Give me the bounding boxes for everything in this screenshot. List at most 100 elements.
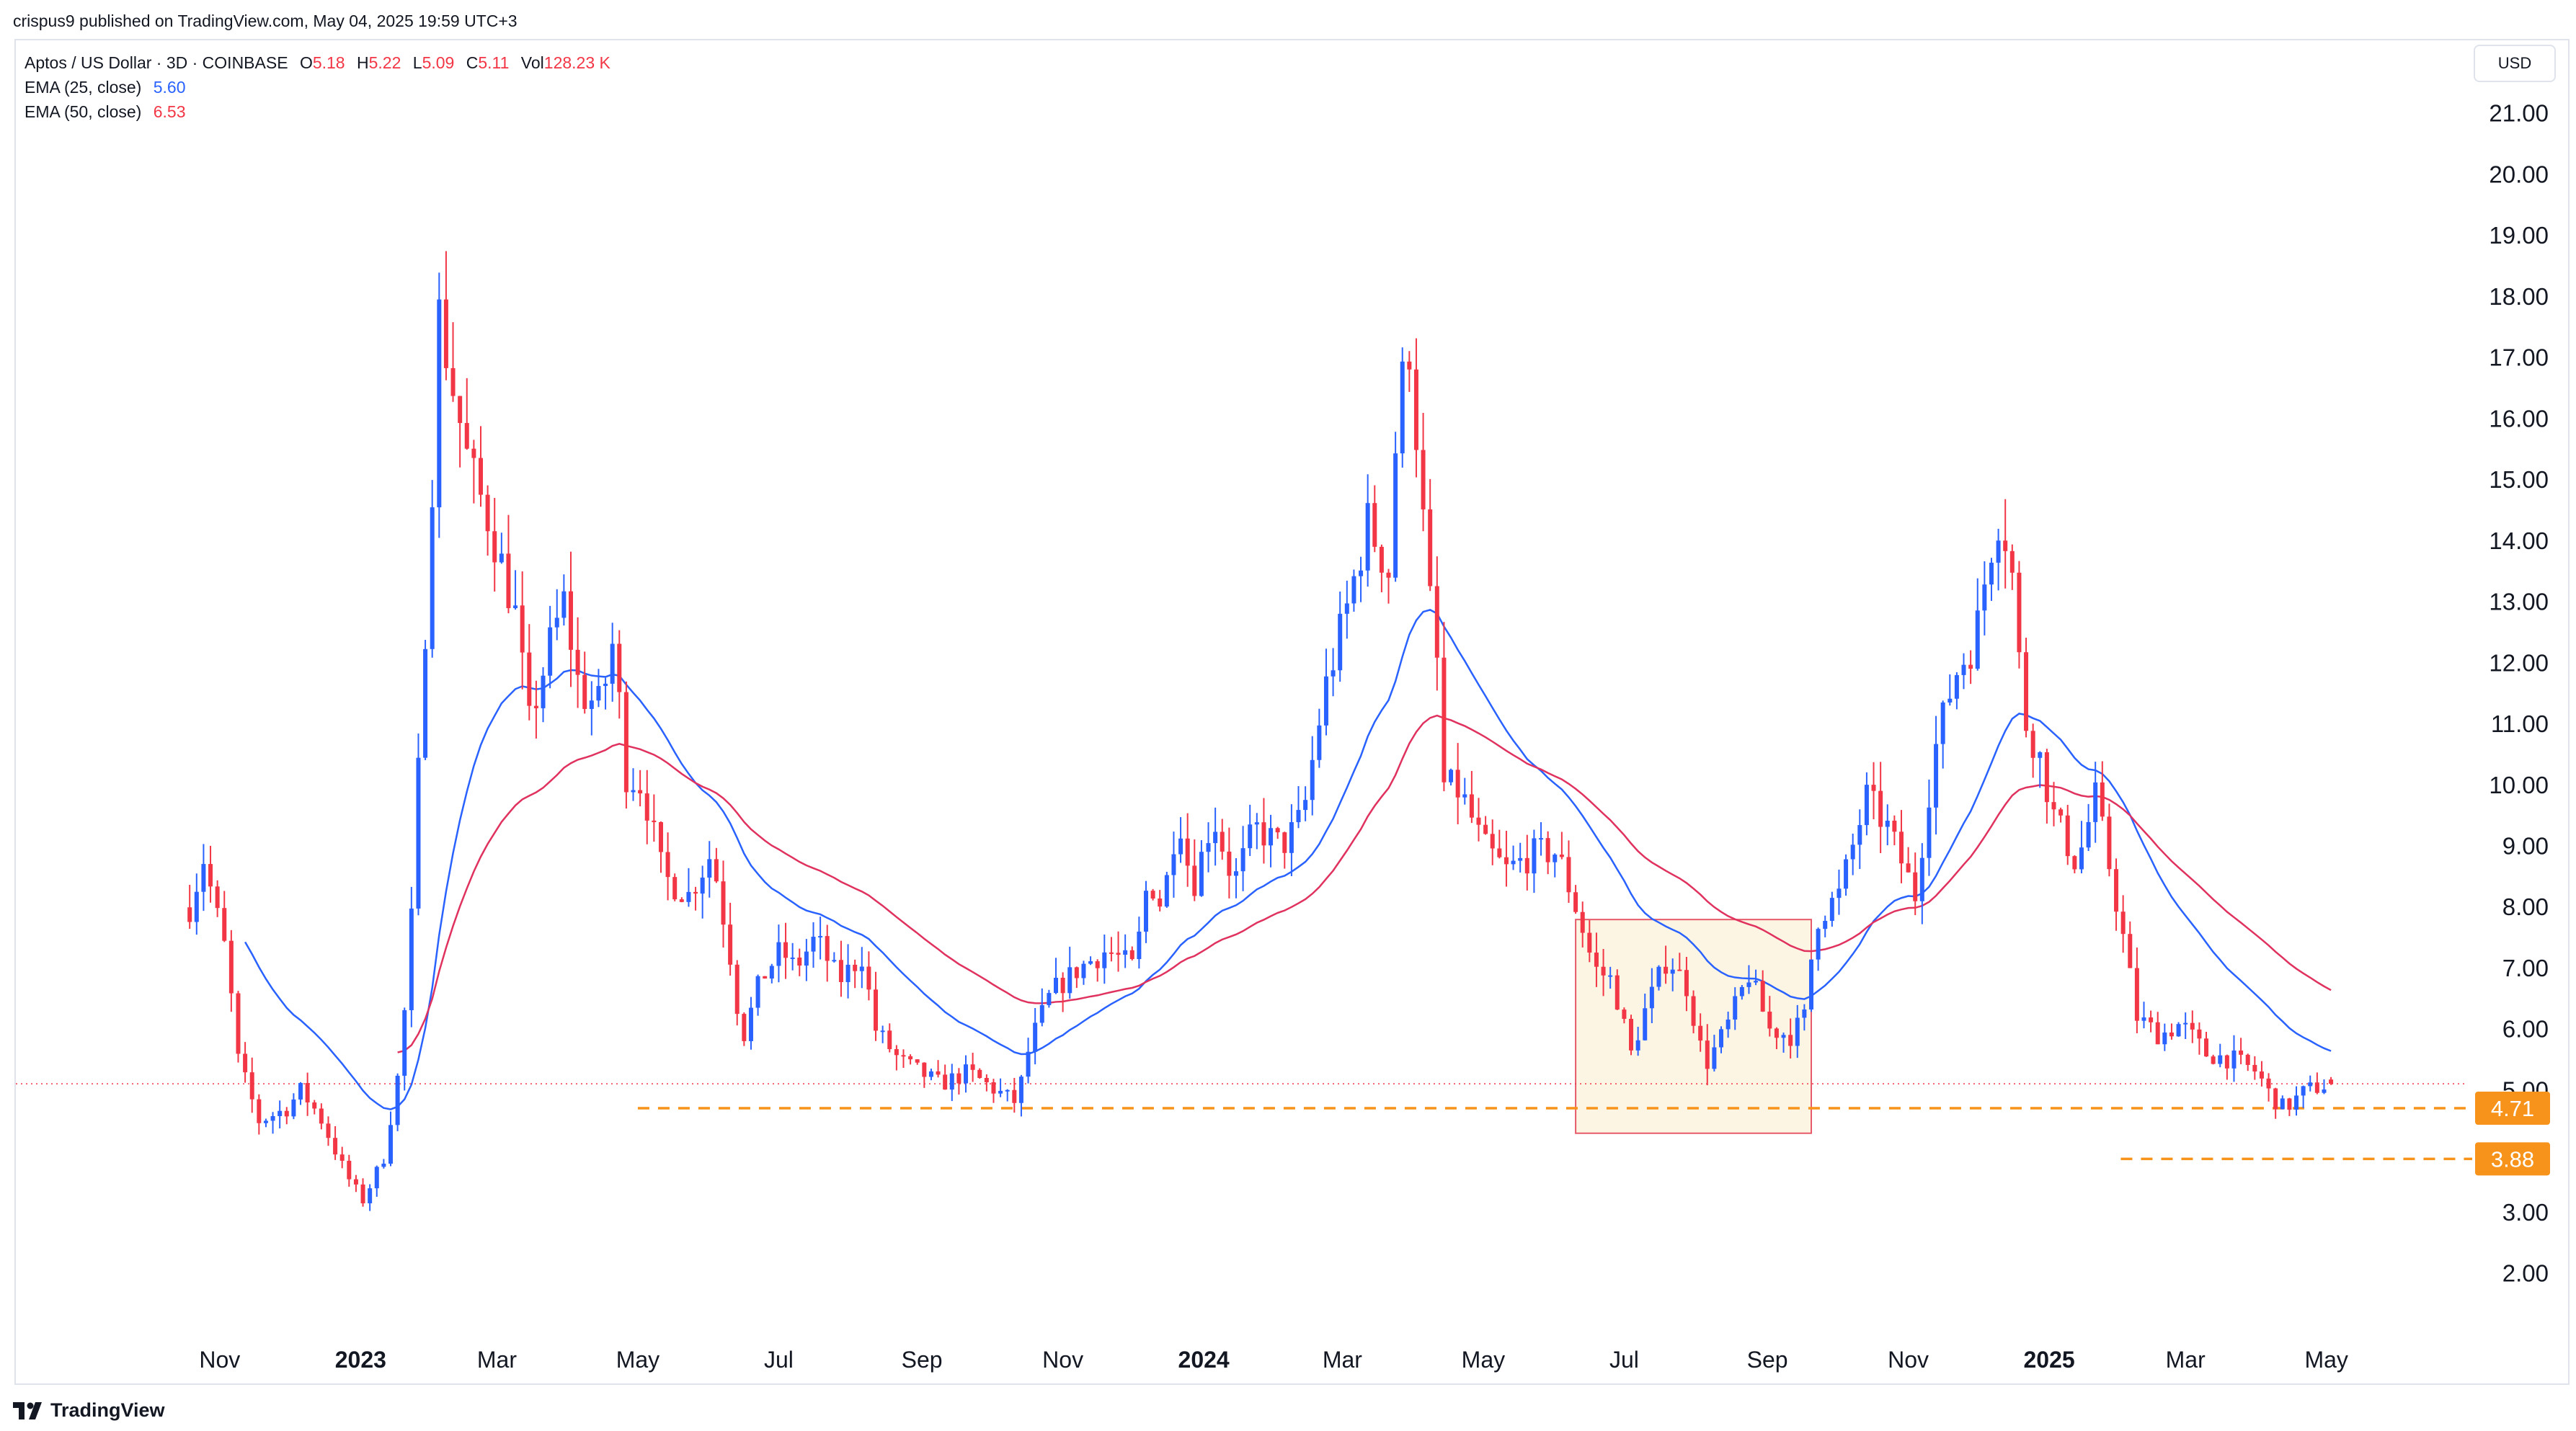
price-tag-bg: [2475, 1092, 2550, 1125]
candle-body: [2141, 1017, 2146, 1021]
candle: [797, 948, 802, 976]
candle-body: [1227, 851, 1232, 876]
candle: [548, 605, 553, 689]
candle: [1802, 1004, 1807, 1031]
currency-button[interactable]: USD: [2474, 45, 2556, 82]
candle-body: [353, 1179, 358, 1185]
price-tags-layer: 4.71 3.88: [2475, 1092, 2550, 1176]
candle-body: [700, 877, 705, 894]
candle-body: [381, 1164, 386, 1167]
candle: [1476, 798, 1481, 842]
x-tick-label: Nov: [1042, 1347, 1083, 1373]
candle: [603, 677, 608, 710]
candle-body: [1898, 832, 1904, 864]
candle: [2322, 1079, 2327, 1095]
candle-body: [1719, 1029, 1724, 1048]
candle: [1629, 1015, 1634, 1056]
x-tick-label: Jul: [1609, 1347, 1639, 1373]
ema25-row[interactable]: EMA (25, close) 5.60: [25, 75, 610, 99]
candle: [707, 841, 712, 898]
candle: [1698, 1013, 1703, 1052]
y-tick-label: 6.00: [2502, 1016, 2549, 1043]
candle: [1518, 842, 1523, 873]
candle: [874, 971, 879, 1041]
candle-body: [1615, 975, 1620, 1010]
candle-body: [222, 908, 227, 941]
candle: [915, 1059, 920, 1065]
candle: [1469, 771, 1474, 824]
candle: [1067, 946, 1072, 999]
candle: [970, 1053, 975, 1082]
candle-body: [763, 976, 768, 979]
candle-body: [513, 605, 518, 609]
candle: [1961, 653, 1966, 690]
candle-body: [1116, 953, 1121, 955]
candle-body: [270, 1115, 275, 1121]
candle: [1060, 972, 1065, 1012]
candle: [1449, 768, 1454, 786]
candle-body: [1504, 857, 1509, 865]
candle: [1934, 716, 1939, 835]
candle: [1220, 819, 1225, 860]
candle: [1192, 839, 1197, 901]
candle: [887, 1023, 892, 1053]
candle-body: [783, 942, 789, 958]
candle: [1102, 934, 1107, 984]
candle: [1233, 858, 1238, 899]
candle: [1421, 413, 1426, 532]
candle: [804, 939, 809, 981]
chart-frame[interactable]: [14, 39, 2570, 1385]
candle-body: [1372, 503, 1377, 547]
candle-body: [568, 591, 573, 650]
candle-body: [458, 396, 463, 424]
candle: [1691, 990, 1696, 1034]
candle-body: [1338, 613, 1343, 671]
candle: [790, 942, 795, 971]
candle-body: [1233, 871, 1238, 876]
candle-body: [527, 652, 532, 706]
candle: [2100, 761, 2105, 821]
candle: [1261, 798, 1266, 864]
time-axis: Nov 2023 Mar May Jul Sep Nov 2024 Mar May Jul Sep No…: [199, 1347, 2348, 1373]
candle: [1795, 1004, 1800, 1058]
candle-body: [284, 1110, 289, 1117]
candle: [728, 902, 733, 976]
candle: [1684, 956, 1689, 1012]
y-tick-label: 13.00: [2489, 589, 2549, 615]
y-tick-label: 21.00: [2489, 100, 2549, 127]
candle-body: [1553, 855, 1558, 862]
candle: [1310, 736, 1315, 816]
candle: [672, 873, 678, 901]
candle-body: [949, 1073, 954, 1090]
candle-body: [1580, 911, 1585, 933]
candle: [1490, 819, 1495, 865]
candle-body: [312, 1102, 317, 1109]
candle-body: [1656, 966, 1661, 987]
candle-body: [1850, 844, 1855, 860]
candle: [1878, 762, 1883, 853]
candle-body: [1573, 892, 1578, 912]
candle: [1123, 934, 1128, 968]
candle: [811, 922, 816, 968]
candle-body: [2273, 1088, 2278, 1110]
ema50-row[interactable]: EMA (50, close) 6.53: [25, 99, 610, 124]
candle-body: [1726, 1019, 1731, 1030]
candle-body: [2259, 1071, 2264, 1079]
candle: [1656, 965, 1661, 991]
y-tick-label: 7.00: [2502, 955, 2549, 981]
candle-body: [964, 1064, 969, 1084]
candle: [1816, 927, 1821, 971]
candle: [742, 1012, 747, 1046]
tradingview-brand[interactable]: TradingView: [13, 1399, 165, 1422]
candle-body: [374, 1167, 379, 1189]
candle: [1594, 932, 1599, 987]
x-tick-label: Mar: [1323, 1347, 1362, 1373]
candle: [360, 1178, 365, 1207]
candle-body: [2314, 1082, 2319, 1093]
symbol-row: Aptos / US Dollar · 3D · COINBASE O5.18 …: [25, 50, 610, 75]
candle: [1088, 956, 1093, 966]
candle-body: [665, 852, 670, 878]
candle: [1303, 786, 1308, 821]
candle-body: [991, 1082, 996, 1094]
